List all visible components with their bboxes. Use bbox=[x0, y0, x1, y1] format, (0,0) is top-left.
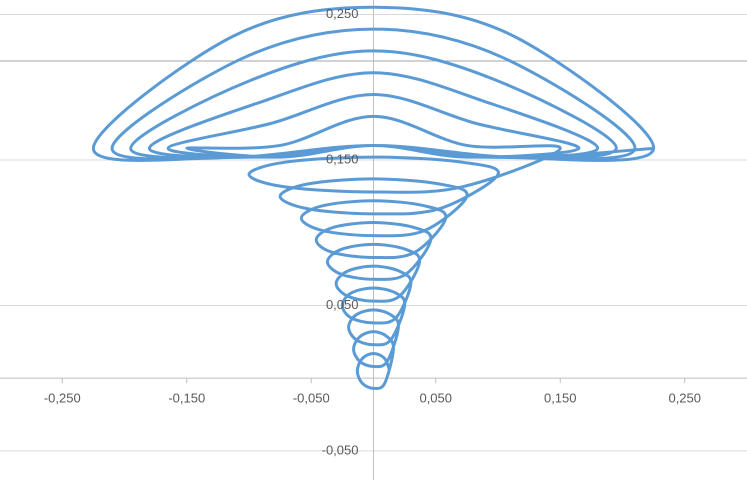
x-tick-label: -0,250 bbox=[44, 391, 81, 406]
x-tick-label: 0,150 bbox=[544, 391, 577, 406]
x-tick-label: -0,150 bbox=[168, 391, 205, 406]
y-tick-label: 0,150 bbox=[326, 151, 359, 166]
y-tick-label: -0,050 bbox=[322, 442, 359, 457]
x-tick-label: 0,050 bbox=[419, 391, 452, 406]
data-line bbox=[91, 5, 656, 390]
y-tick-label: 0,250 bbox=[326, 6, 359, 21]
y-tick-label: 0,050 bbox=[326, 297, 359, 312]
x-tick-label: -0,050 bbox=[293, 391, 330, 406]
x-tick-label: 0,250 bbox=[668, 391, 701, 406]
